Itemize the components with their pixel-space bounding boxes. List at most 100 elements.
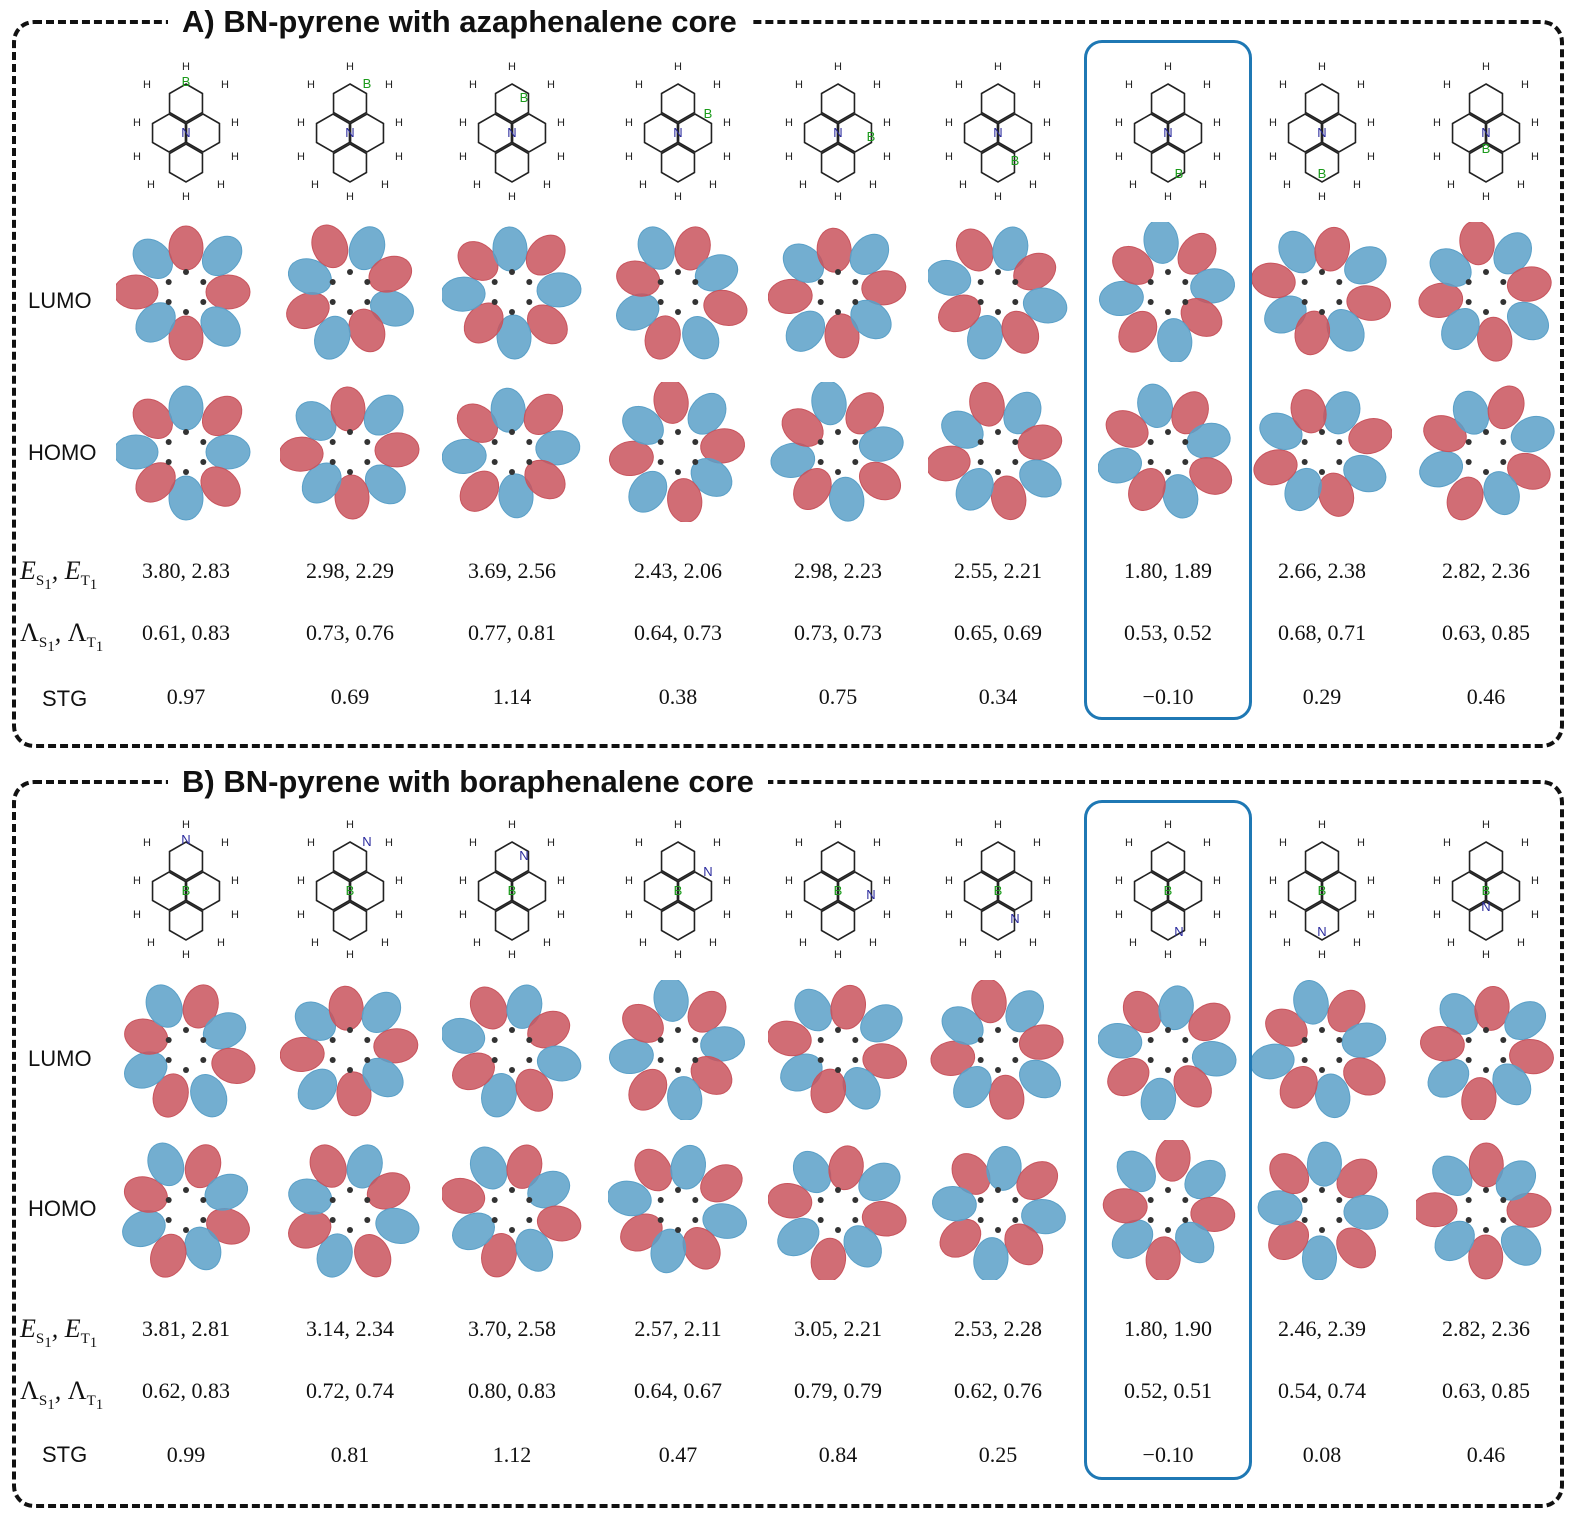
core-atom-label: B xyxy=(346,883,355,898)
atom-dot xyxy=(995,1067,1001,1073)
ring-bond xyxy=(1451,113,1487,153)
atom-dot xyxy=(1182,459,1189,465)
hydrogen-label: H xyxy=(182,819,190,831)
orbital-lobe xyxy=(939,1218,982,1258)
atom-dot xyxy=(1012,1197,1019,1203)
orbital-lobe xyxy=(777,1217,820,1257)
atom-dot xyxy=(1465,299,1472,305)
atom-dot xyxy=(675,269,681,275)
atom-dot xyxy=(995,469,1001,475)
hydrogen-label: H xyxy=(1199,937,1207,949)
orbital-lobe xyxy=(849,233,890,275)
ring-bond xyxy=(980,841,1016,881)
atom-dot xyxy=(364,1057,371,1063)
orbital-lobe xyxy=(535,430,581,466)
hydrogen-label: H xyxy=(1433,151,1441,163)
hydrogen-label: H xyxy=(1043,875,1051,887)
hydrogen-label: H xyxy=(883,151,891,163)
atom-dot xyxy=(1165,1027,1171,1033)
atom-dot xyxy=(526,279,533,285)
ring-bond xyxy=(837,871,873,911)
orbital-lobe xyxy=(1294,310,1331,356)
hydrogen-label: H xyxy=(1029,937,1037,949)
hydrogen-label: H xyxy=(557,875,565,887)
ring-bond xyxy=(1304,83,1340,123)
orbital-lobe xyxy=(374,432,420,468)
core-atom-label: N xyxy=(181,125,190,140)
hydrogen-label: H xyxy=(723,151,731,163)
atom-dot xyxy=(977,439,984,445)
orbital-lobe xyxy=(1003,391,1042,435)
orbital-lobe xyxy=(861,270,907,306)
hydrogen-label: H xyxy=(709,179,717,191)
atom-dot xyxy=(509,269,515,275)
orbital-lobe xyxy=(496,314,532,360)
orbital-lobe xyxy=(1177,232,1217,275)
ring-bond xyxy=(494,901,530,941)
atom-dot xyxy=(200,299,207,305)
core-atom-label: B xyxy=(1318,883,1327,898)
orbital-lobe xyxy=(1137,383,1174,428)
ring-bond xyxy=(511,871,547,911)
hydrogen-label: H xyxy=(1115,875,1123,887)
orbital-lobe xyxy=(1506,1192,1552,1228)
orbital-lobe xyxy=(842,1067,881,1110)
orbital-lobe xyxy=(1252,262,1296,299)
atom-dot xyxy=(1465,1057,1472,1063)
hydrogen-label: H xyxy=(217,179,225,191)
hydrogen-label: H xyxy=(133,875,141,887)
lumo-orbital xyxy=(768,227,907,359)
orbital-lobe xyxy=(1284,467,1322,512)
energy-value: 2.66, 2.38 xyxy=(1278,558,1366,583)
hydrogen-label: H xyxy=(221,837,229,849)
atom-dot xyxy=(1319,1067,1325,1073)
homo-orbital xyxy=(122,1142,250,1278)
hydrogen-label: H xyxy=(1115,151,1123,163)
atom-dot xyxy=(165,299,172,305)
hydrogen-label: H xyxy=(1517,179,1525,191)
hydrogen-label: H xyxy=(1318,949,1326,961)
orbital-lobe xyxy=(1268,1220,1310,1260)
atom-dot xyxy=(364,279,371,285)
atom-dot xyxy=(1147,1217,1154,1223)
ring-bond xyxy=(1133,871,1169,911)
atom-dot xyxy=(817,279,824,285)
stg-value: 0.81 xyxy=(330,1442,370,1467)
orbital-lobe xyxy=(1269,1153,1310,1195)
atom-dot xyxy=(1483,269,1489,275)
atom-dot xyxy=(526,1197,533,1203)
atom-dot xyxy=(347,429,353,435)
ring-bond xyxy=(168,83,204,123)
hydrogen-label: H xyxy=(1033,837,1041,849)
stg-value: 0.75 xyxy=(818,684,858,709)
orbital-lobe xyxy=(1468,1142,1504,1188)
orbital-lobe xyxy=(1105,410,1149,448)
atom-dot xyxy=(509,309,515,315)
orbital-lobe xyxy=(616,293,660,331)
energy-value: 2.55, 2.21 xyxy=(954,558,1042,583)
lumo-orbital xyxy=(1419,985,1554,1120)
substituted-atom-label: N xyxy=(1010,911,1019,926)
atom-dot xyxy=(1336,279,1343,285)
atom-dot xyxy=(995,429,1001,435)
orbital-lobe xyxy=(1116,1150,1156,1193)
atom-dot xyxy=(852,1217,859,1223)
atom-dot xyxy=(1336,1197,1343,1203)
orbital-lobe xyxy=(1190,1196,1236,1232)
energy-value: 2.98, 2.29 xyxy=(306,558,394,583)
atom-dot xyxy=(1301,439,1308,445)
stg-value: 0.46 xyxy=(1466,684,1506,709)
atom-dot xyxy=(183,1027,189,1033)
hydrogen-label: H xyxy=(459,875,467,887)
orbital-lobe xyxy=(346,1144,383,1189)
hydrogen-label: H xyxy=(1521,837,1529,849)
ring-bond xyxy=(494,83,530,123)
homo-orbital xyxy=(1257,1141,1389,1280)
atom-dot xyxy=(364,439,371,445)
ring-bond xyxy=(820,901,856,941)
